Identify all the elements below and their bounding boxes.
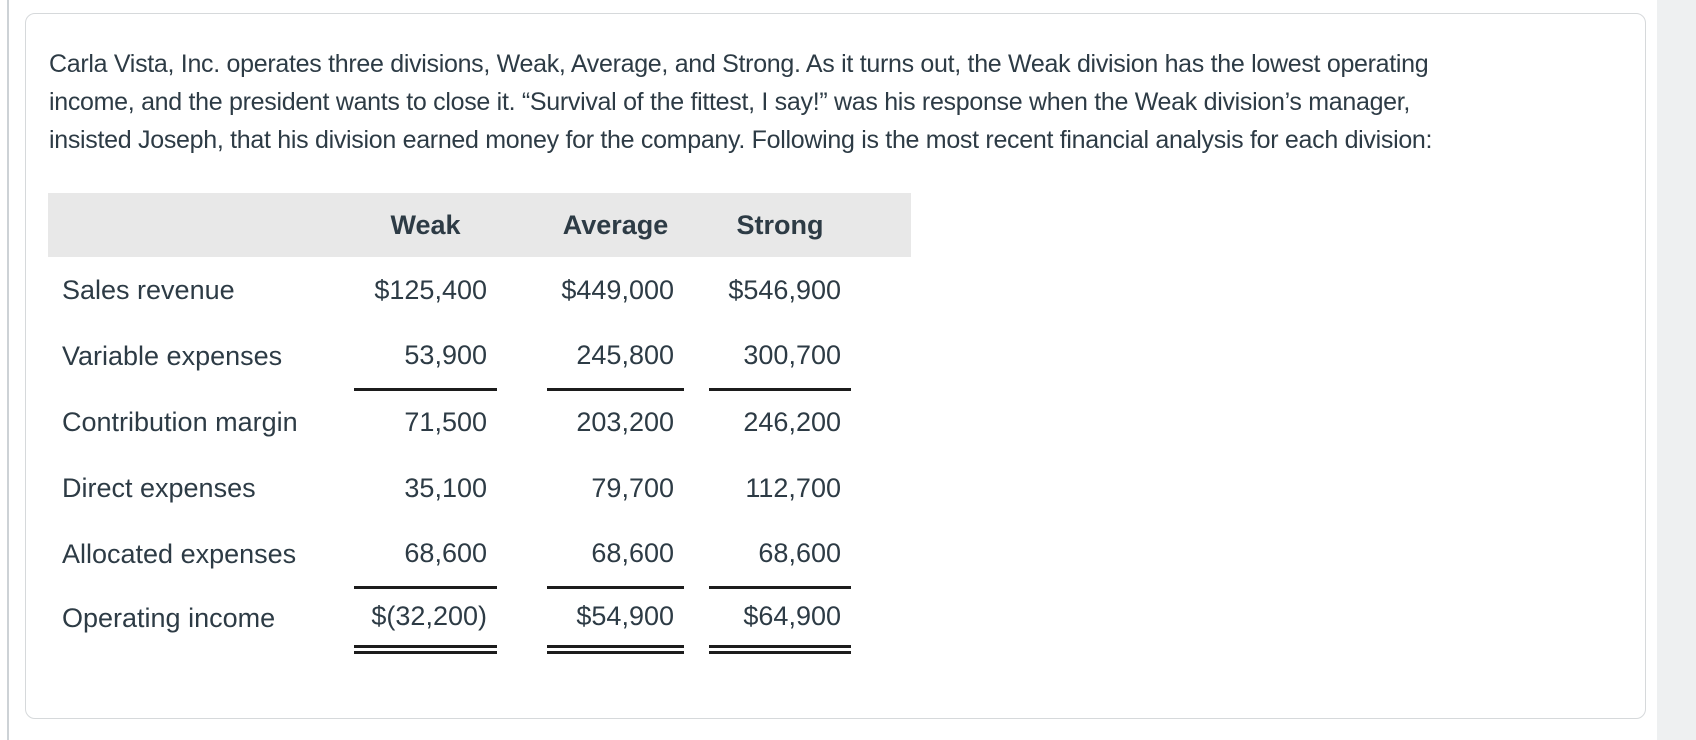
header-column-strong: Strong [709,193,851,257]
row-label: Allocated expenses [62,538,297,569]
header-empty-cell [48,193,354,257]
division-financials-table: Weak Average Strong Sales revenue $125,4… [48,193,911,654]
spacer-cell [497,389,547,455]
spacer-cell [851,587,911,649]
table-row-operating-income: Operating income $(32,200) $54,900 $64,9… [48,587,911,654]
scrollbar-gutter[interactable] [1657,0,1696,740]
content-left-border [7,0,9,740]
question-text-line-2: income, and the president wants to close… [49,88,1411,116]
question-text-line-1: Carla Vista, Inc. operates three divisio… [49,50,1429,78]
table-header-row: Weak Average Strong [48,193,911,257]
row-label: Direct expenses [62,472,256,503]
question-text-line-3: insisted Joseph, that his division earne… [49,126,1433,154]
value-average: $54,900 [547,587,684,654]
question-card: Carla Vista, Inc. operates three divisio… [25,13,1646,719]
spacer-cell [497,323,547,389]
table-row-direct-expenses: Direct expenses 35,100 79,700 112,700 [48,455,911,521]
spacer-cell [684,521,709,587]
value-strong: 112,700 [745,472,841,503]
row-label: Contribution margin [62,406,298,437]
spacer-cell [851,521,911,587]
spacer-cell [497,521,547,587]
value-strong: 68,600 [709,521,851,589]
value-weak: 68,600 [354,521,497,589]
value-average: 203,200 [576,407,674,438]
row-label: Sales revenue [62,274,235,305]
value-average: 68,600 [547,521,684,589]
value-weak: $125,400 [374,274,487,305]
spacer-cell [497,257,547,323]
spacer-cell [497,587,547,649]
spacer-cell [497,455,547,521]
value-strong: $546,900 [728,274,841,305]
spacer-cell [851,257,911,323]
table-row-allocated-expenses: Allocated expenses 68,600 68,600 68,600 [48,521,911,589]
value-weak: 35,100 [404,472,487,503]
spacer-cell [684,323,709,389]
header-column-average: Average [547,193,684,257]
spacer-cell [684,257,709,323]
header-column-weak: Weak [354,193,497,257]
spacer-cell [851,455,911,521]
table-row-sales-revenue: Sales revenue $125,400 $449,000 $546,900 [48,257,911,323]
table-row-contribution-margin: Contribution margin 71,500 203,200 246,2… [48,389,911,455]
spacer-cell [851,389,911,455]
value-weak: 53,900 [354,323,497,391]
spacer-cell [684,455,709,521]
row-label: Variable expenses [62,340,283,371]
value-average: 79,700 [591,472,674,503]
value-average: $449,000 [561,274,674,305]
header-spacer [497,193,547,257]
value-average: 245,800 [547,323,684,391]
row-label: Operating income [62,602,276,633]
table-row-variable-expenses: Variable expenses 53,900 245,800 300,700 [48,323,911,391]
header-spacer-end [851,193,911,257]
value-strong: 246,200 [743,407,841,438]
value-strong: $64,900 [709,587,851,654]
value-strong: 300,700 [709,323,851,391]
value-weak: $(32,200) [354,587,497,654]
spacer-cell [851,323,911,389]
value-weak: 71,500 [404,407,487,438]
spacer-cell [684,389,709,455]
spacer-cell [684,587,709,649]
header-spacer [684,193,709,257]
question-text: Carla Vista, Inc. operates three divisio… [49,45,1645,159]
